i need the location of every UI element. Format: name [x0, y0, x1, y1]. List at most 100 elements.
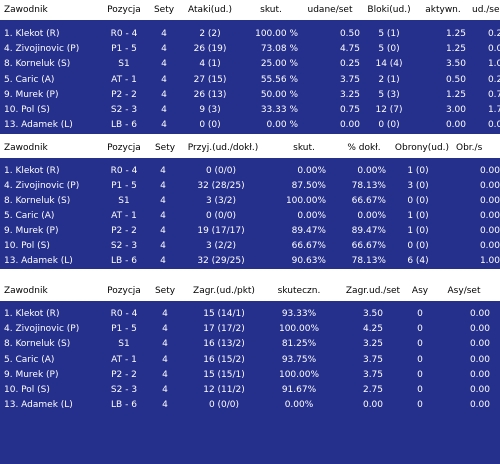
- table-cell: 0.00: [479, 196, 500, 206]
- table-cell: 3 (0): [407, 181, 429, 191]
- table-cell: 100.00%: [278, 324, 320, 335]
- table-cell: LB - 6: [111, 400, 137, 411]
- table-row: 5. Caric (A) AT - 1 4 16 (15/2) 93.75% 3.75 0 0…: [0, 352, 500, 367]
- table-cell: 33.33 %: [260, 105, 298, 115]
- table-cell: 12 (7): [375, 105, 403, 115]
- column-header: Asy/set: [447, 286, 481, 296]
- table-cell: 0: [417, 339, 423, 350]
- table-cell: 3 (2/2): [205, 241, 237, 251]
- table-cell: 0.00: [487, 120, 500, 131]
- table-cell: 0.25: [339, 59, 360, 70]
- table-cell: 0 (0): [407, 196, 429, 206]
- table-cell: 8. Korneluk (S): [4, 59, 71, 70]
- table-row: 10. Pol (S) S2 - 3 4 3 (2/2) 66.67% 66.67% 0 (…: [0, 238, 500, 253]
- table-cell: 4: [162, 400, 168, 411]
- table-cell: P2 - 2: [111, 89, 137, 100]
- table-row: 9. Murek (P) P2 - 2 4 26 (13) 50.00 % 3.25 5 (…: [0, 87, 500, 102]
- table-cell: 13. Adamek (L): [4, 120, 73, 131]
- table-cell: 2.75: [362, 385, 384, 395]
- table-cell: 100.00 %: [255, 29, 298, 39]
- table-cell: 0.00: [469, 354, 490, 365]
- table-cell: 4 (1): [199, 59, 221, 70]
- table-cell: AT - 1: [111, 74, 137, 85]
- table-cell: 5. Caric (A): [4, 211, 55, 221]
- table-row: 10. Pol (S) S2 - 3 4 9 (3) 33.33 % 0.75 12 (7)…: [0, 102, 500, 117]
- column-header: % dokł.: [347, 143, 381, 153]
- table-row: 10. Pol (S) S2 - 3 4 12 (11/2) 91.67% 2.75 0 0.…: [0, 382, 500, 397]
- table-cell: S2 - 3: [110, 241, 138, 251]
- table-cell: 4: [161, 74, 167, 85]
- table-cell: 55.56 %: [260, 74, 298, 85]
- table-cell: 0.00: [479, 211, 500, 221]
- table-cell: 9. Murek (P): [4, 369, 59, 380]
- table-cell: 0 (0): [378, 120, 400, 131]
- table-cell: 4: [161, 29, 167, 39]
- table-cell: 78.13%: [351, 256, 386, 266]
- table-cell: 4: [160, 181, 166, 191]
- table-row: 8. Korneluk (S) S1 4 16 (13/2) 81.25% 3.25 0 0.…: [0, 336, 500, 351]
- table-cell: 66.67%: [351, 196, 386, 206]
- column-header: aktywn.: [425, 5, 461, 15]
- table-cell: 0.00: [479, 181, 500, 191]
- column-header: Pozycja: [107, 5, 141, 15]
- table-cell: 27 (15): [193, 74, 227, 85]
- table-cell: AT - 1: [111, 354, 137, 365]
- table-body: 1. Klekot (R) R0 - 4 4 15 (14/1) 93.33% 3.50 0…: [0, 301, 500, 464]
- table-cell: 4: [161, 105, 167, 115]
- table-cell: 5 (1): [378, 29, 400, 39]
- table-cell: 0.75: [339, 105, 360, 115]
- table-cell: 100.00%: [285, 196, 326, 206]
- table-cell: 16 (15/2): [203, 354, 245, 365]
- column-header: skut.: [260, 5, 282, 15]
- table-row: 8. Korneluk (S) S1 4 3 (3/2) 100.00% 66.67% 0 …: [0, 193, 500, 208]
- table-cell: 10. Pol (S): [4, 241, 50, 251]
- column-header: skuteczn.: [277, 286, 321, 296]
- table-row: 8. Korneluk (S) S1 4 4 (1) 25.00 % 0.25 14 (4)…: [0, 56, 500, 71]
- table-cell: 0.00%: [357, 211, 386, 221]
- attack-stats-table: Zawodnik Pozycja Sety Ataki(ud.) skut. udane/…: [0, 0, 500, 134]
- table-cell: S1: [118, 339, 130, 350]
- table-cell: R0 - 4: [110, 166, 138, 176]
- column-header: Bloki(ud.): [367, 5, 411, 15]
- table-cell: 6 (4): [407, 256, 429, 266]
- table-cell: 90.63%: [291, 256, 326, 266]
- table-cell: 89.47%: [351, 226, 386, 236]
- table-cell: 0.00: [469, 369, 490, 380]
- table-cell: 4: [160, 256, 166, 266]
- table-cell: 3 (3/2): [205, 196, 237, 206]
- table-row: 13. Adamek (L) LB - 6 4 32 (29/25) 90.63% 78.…: [0, 253, 500, 268]
- table-cell: P2 - 2: [111, 369, 137, 380]
- table-cell: 15 (14/1): [203, 309, 245, 319]
- table-cell: 4: [160, 241, 166, 251]
- table-cell: 0: [417, 309, 423, 319]
- table-cell: 13. Adamek (L): [4, 256, 73, 266]
- table-cell: 0 (0): [407, 241, 429, 251]
- table-cell: 5. Caric (A): [4, 354, 55, 365]
- table-row: 1. Klekot (R) R0 - 4 4 2 (2) 100.00 % 0.50 5 (…: [0, 26, 500, 41]
- table-cell: 1.75: [487, 105, 500, 115]
- table-cell: 17 (17/2): [203, 324, 245, 335]
- table-cell: 5. Caric (A): [4, 74, 55, 85]
- table-row: 5. Caric (A) AT - 1 4 0 (0/0) 0.00% 0.00% 1 (0…: [0, 208, 500, 223]
- table-cell: 15 (15/1): [203, 369, 245, 380]
- table-cell: 0.25: [487, 74, 500, 85]
- table-cell: P2 - 2: [111, 226, 137, 236]
- table-cell: 10. Pol (S): [4, 105, 50, 115]
- table-cell: 0.00%: [297, 211, 326, 221]
- table-cell: 9. Murek (P): [4, 89, 59, 100]
- reception-stats-table: Zawodnik Pozycja Sety Przyj.(ud./dokł.) skut…: [0, 138, 500, 269]
- table-cell: 0.00: [339, 120, 360, 131]
- table-cell: 0.00: [362, 400, 384, 411]
- table-cell: 1. Klekot (R): [4, 166, 60, 176]
- table-cell: 1.25: [445, 89, 466, 100]
- table-cell: 0.00: [469, 309, 490, 319]
- table-cell: 4: [162, 369, 168, 380]
- table-cell: LB - 6: [111, 120, 137, 131]
- column-header: Przyj.(ud./dokł.): [187, 143, 259, 153]
- table-cell: 4: [162, 324, 168, 335]
- table-header: Zawodnik Pozycja Sety Przyj.(ud./dokł.) skut…: [0, 138, 500, 158]
- table-cell: 0: [417, 369, 423, 380]
- table-cell: 1 (0): [407, 226, 429, 236]
- table-cell: 0: [417, 400, 423, 411]
- table-cell: P1 - 5: [111, 44, 137, 55]
